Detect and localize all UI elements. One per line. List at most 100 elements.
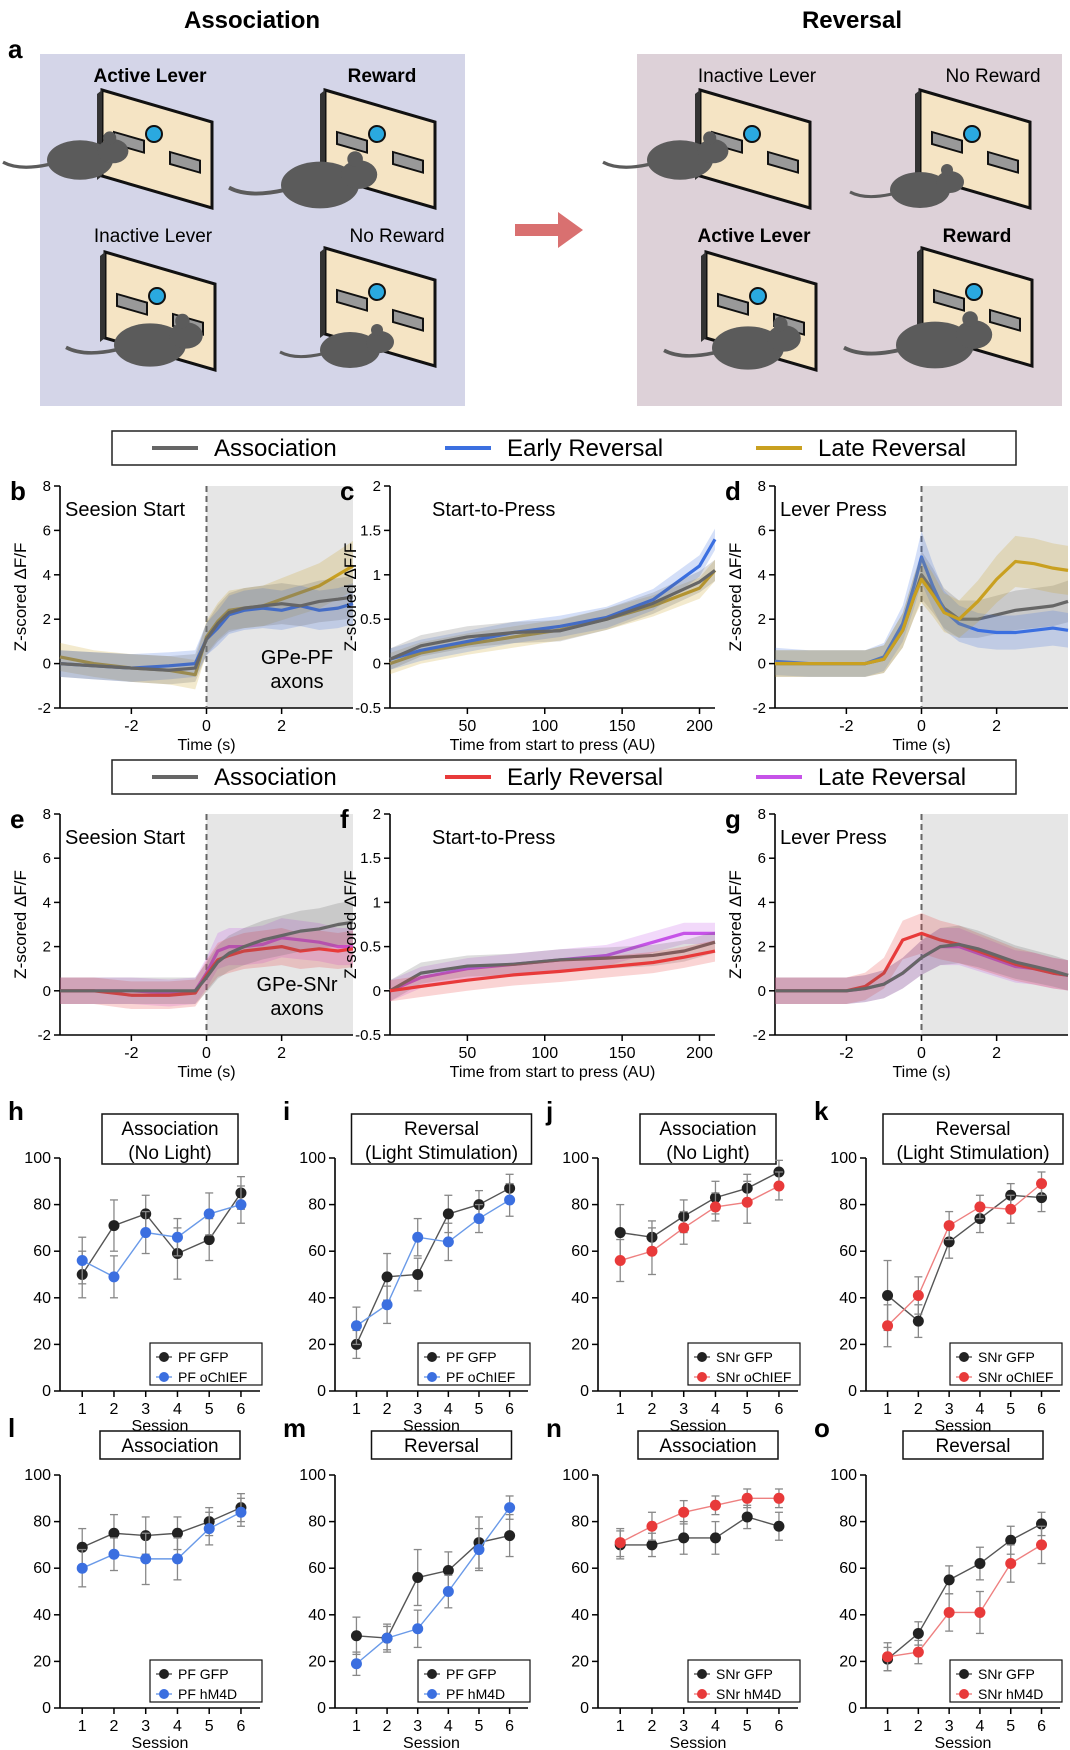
series-line <box>775 942 1069 993</box>
x-tick-label: -2 <box>839 1045 853 1062</box>
x-tick-label: 1 <box>78 1718 87 1735</box>
chart-title: Association <box>121 1436 218 1457</box>
y-tick-label: 4 <box>758 567 766 584</box>
error-band <box>60 918 353 1007</box>
data-point <box>108 1271 120 1283</box>
chart-title: Seesion Start <box>65 827 186 849</box>
y-tick-label: 60 <box>33 1243 51 1260</box>
box-edge <box>320 90 325 180</box>
panel-letter: d <box>725 476 741 506</box>
data-point <box>912 1646 924 1658</box>
x-tick-label: 4 <box>975 1718 984 1735</box>
panel-letter: l <box>8 1413 15 1443</box>
data-point <box>678 1222 690 1234</box>
title-box <box>350 1113 533 1165</box>
series-line <box>619 1497 779 1544</box>
data-point <box>108 1548 120 1560</box>
data-point <box>709 1499 721 1511</box>
x-tick-label: 2 <box>110 1718 119 1735</box>
x-tick-label: 5 <box>205 1401 214 1418</box>
chart-title: Lever Press <box>780 499 887 521</box>
data-point <box>773 1520 785 1532</box>
series-line <box>389 940 716 993</box>
data-point <box>412 1623 424 1635</box>
y-tick-label: 0 <box>43 656 51 673</box>
y-tick-label: 80 <box>33 1197 51 1214</box>
lever-left <box>336 288 368 312</box>
x-tick-label: 1 <box>78 1401 87 1418</box>
light-cue-icon <box>743 125 761 143</box>
data-point <box>473 1213 485 1225</box>
panel-letter: b <box>10 476 26 506</box>
legend-marker <box>697 1352 707 1362</box>
y-tick-label: 2 <box>373 806 381 823</box>
assoc-label-inactive-lever: Inactive Lever <box>94 226 213 247</box>
stim-shade <box>206 486 353 708</box>
legend-label: PF GFP <box>178 1349 229 1365</box>
y-tick-label: 100 <box>830 1150 857 1167</box>
y-axis-label: Z-scored ΔF/F <box>11 870 30 979</box>
y-tick-label: 100 <box>830 1467 857 1484</box>
lever-left <box>336 130 368 154</box>
y-tick-label: 1 <box>373 894 381 911</box>
panel-letter: o <box>814 1413 830 1443</box>
error-band <box>775 928 1068 1005</box>
y-tick-label: 80 <box>308 1197 326 1214</box>
data-point <box>171 1553 183 1565</box>
data-point <box>614 1537 626 1549</box>
box-edge <box>701 252 706 342</box>
y-tick-label: 2 <box>373 478 381 495</box>
x-tick-label: -2 <box>124 718 138 735</box>
y-axis-label: Z-scored ΔF/F <box>11 543 30 652</box>
data-point <box>1036 1178 1048 1190</box>
x-tick-label: 5 <box>1006 1718 1015 1735</box>
legend-box <box>111 759 1017 795</box>
x-axis-label: Time (s) <box>892 737 950 754</box>
data-point <box>974 1606 986 1618</box>
series-line <box>355 1507 511 1665</box>
x-tick-label: 6 <box>1037 1718 1046 1735</box>
data-point <box>203 1208 215 1220</box>
y-tick-label: 2 <box>758 611 766 628</box>
lever-right <box>767 150 799 174</box>
legend-marker <box>697 1669 707 1679</box>
light-cue-icon <box>963 125 981 143</box>
legend-label: PF hM4D <box>446 1686 505 1702</box>
series-line <box>356 1534 510 1639</box>
y-tick-label: 40 <box>571 1290 589 1307</box>
data-point <box>912 1627 924 1639</box>
y-tick-label: 0 <box>43 983 51 1000</box>
title-box <box>99 1430 241 1460</box>
x-tick-label: 6 <box>505 1401 514 1418</box>
chart-title: Reversal <box>936 1436 1011 1457</box>
x-tick-label: 2 <box>383 1401 392 1418</box>
y-tick-label: 0 <box>317 1383 326 1400</box>
y-tick-label: 20 <box>571 1653 589 1670</box>
x-tick-label: 50 <box>458 1045 476 1062</box>
x-tick-label: 2 <box>648 1718 657 1735</box>
data-point <box>412 1231 424 1243</box>
x-tick-label: 6 <box>774 1401 783 1418</box>
x-tick-label: 2 <box>110 1401 119 1418</box>
y-tick-label: 40 <box>308 1607 326 1624</box>
chart-d: d -2 0 2 4 6 8 -2 0 2 Time (s) Z-scored ΔF/F Lever P… <box>725 476 1069 754</box>
y-tick-label: -2 <box>38 1027 51 1044</box>
data-point <box>974 1201 986 1213</box>
data-point <box>412 1572 424 1584</box>
y-tick-label: 1 <box>373 567 381 584</box>
chart-title: Start-to-Press <box>432 827 555 849</box>
legend-label: SNr GFP <box>716 1349 773 1365</box>
legend-box <box>111 430 1017 466</box>
legend-label: PF oChIEF <box>178 1369 247 1385</box>
x-tick-label: 4 <box>711 1718 720 1735</box>
y-tick-label: 8 <box>758 478 766 495</box>
y-tick-label: 80 <box>839 1514 857 1531</box>
chart-title: (No Light) <box>666 1143 749 1164</box>
x-tick-label: 3 <box>945 1401 954 1418</box>
error-band <box>390 559 715 675</box>
rev-label-reward: Reward <box>943 226 1012 247</box>
x-tick-label: 2 <box>914 1718 923 1735</box>
y-tick-label: 2 <box>43 939 51 956</box>
